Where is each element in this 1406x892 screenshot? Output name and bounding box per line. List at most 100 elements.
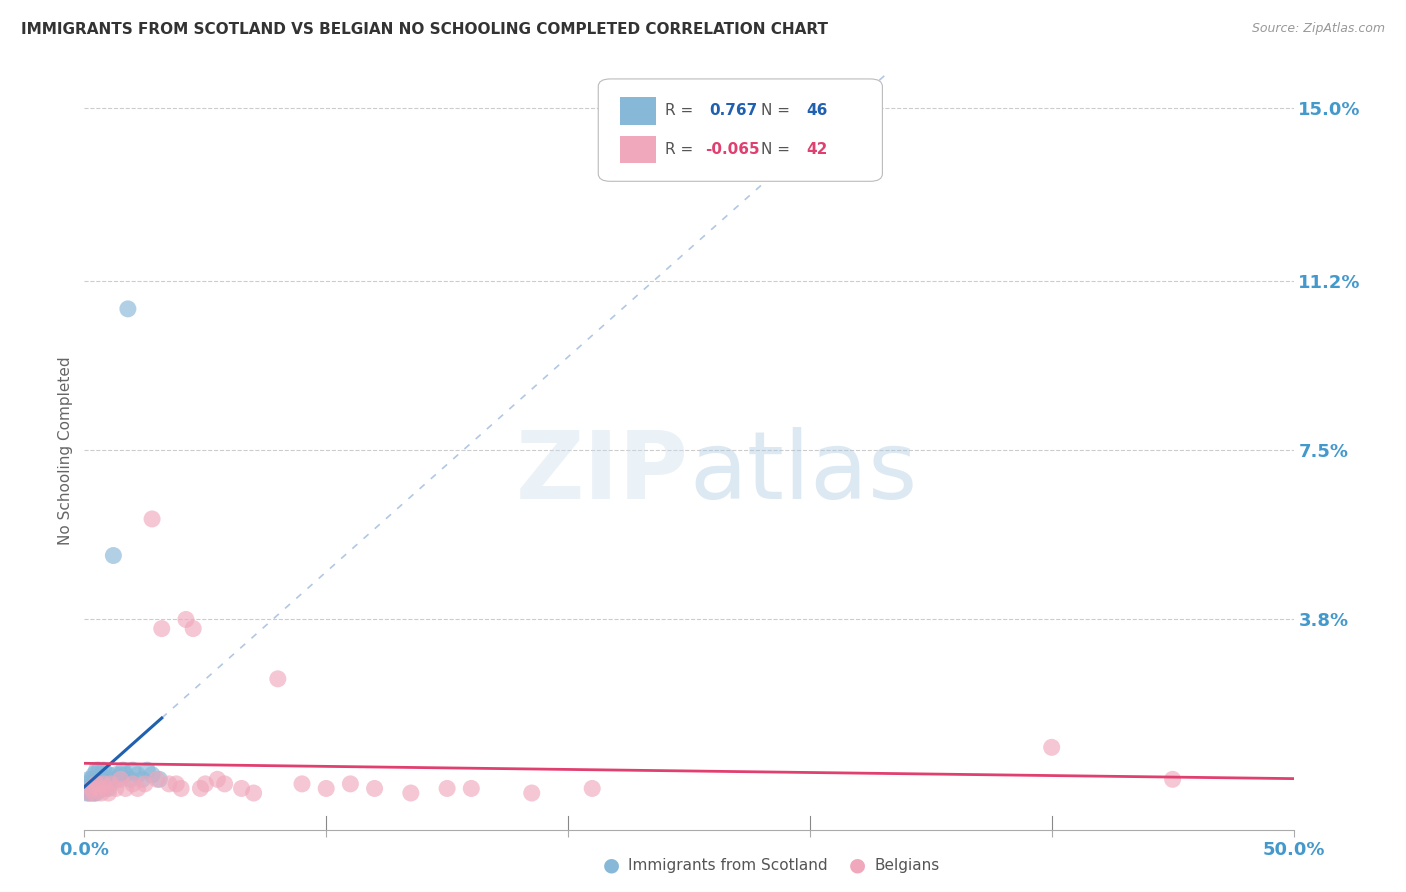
Point: [291, 777, 314, 791]
Point: [136, 763, 159, 777]
Point: [93, 781, 115, 796]
Text: ●: ●: [849, 855, 866, 875]
Text: Immigrants from Scotland: Immigrants from Scotland: [628, 858, 828, 872]
Point: [581, 781, 603, 796]
Point: [194, 777, 217, 791]
Point: [121, 777, 143, 791]
Point: [148, 772, 170, 787]
Point: [165, 777, 187, 791]
Point: [339, 777, 361, 791]
Point: [131, 772, 153, 787]
Point: [87, 777, 110, 791]
Point: [87, 781, 110, 796]
Point: [87, 772, 110, 787]
Point: [86, 786, 108, 800]
Point: [94, 781, 117, 796]
Point: [93, 777, 115, 791]
Text: atlas: atlas: [689, 427, 917, 519]
Point: [315, 781, 337, 796]
Point: [87, 781, 110, 796]
Point: [77, 786, 100, 800]
Point: [1040, 740, 1063, 755]
Point: [207, 772, 229, 787]
Point: [86, 772, 108, 787]
Point: [83, 786, 105, 800]
Point: [107, 772, 129, 787]
Y-axis label: No Schooling Completed: No Schooling Completed: [58, 356, 73, 545]
Point: [190, 781, 212, 796]
Point: [114, 768, 136, 782]
Point: [100, 777, 122, 791]
Point: [146, 772, 169, 787]
Point: [141, 512, 163, 526]
Point: [90, 781, 112, 796]
Point: [86, 781, 108, 796]
Point: [100, 772, 122, 787]
Point: [110, 772, 132, 787]
Point: [214, 777, 236, 791]
Point: [93, 772, 115, 787]
Point: [80, 781, 103, 796]
Point: [90, 768, 112, 782]
Point: [141, 768, 163, 782]
Point: [83, 768, 105, 782]
Text: Source: ZipAtlas.com: Source: ZipAtlas.com: [1251, 22, 1385, 36]
Point: [93, 763, 115, 777]
Point: [157, 777, 180, 791]
Point: [520, 786, 543, 800]
Point: [267, 672, 290, 686]
Text: R =: R =: [665, 142, 693, 157]
Point: [77, 772, 100, 787]
Point: [80, 772, 103, 787]
Point: [104, 781, 127, 796]
Point: [460, 781, 482, 796]
Text: N =: N =: [762, 142, 790, 157]
Point: [121, 763, 143, 777]
Point: [120, 772, 142, 787]
Point: [150, 622, 173, 636]
Point: [97, 781, 120, 796]
Bar: [620, 97, 657, 125]
Point: [94, 777, 117, 791]
Point: [83, 781, 105, 796]
Point: [170, 781, 193, 796]
Point: [80, 777, 103, 791]
Point: [76, 786, 98, 800]
Point: [104, 768, 127, 782]
Point: [242, 786, 264, 800]
Point: [97, 768, 120, 782]
Point: [117, 301, 139, 316]
Point: [112, 763, 135, 777]
Point: [127, 768, 149, 782]
Point: [110, 768, 132, 782]
Text: 42: 42: [806, 142, 828, 157]
Point: [80, 781, 103, 796]
Point: [76, 777, 98, 791]
Point: [363, 781, 385, 796]
Point: [77, 781, 100, 796]
Point: [86, 763, 108, 777]
Text: ZIP: ZIP: [516, 427, 689, 519]
Point: [90, 786, 112, 800]
Bar: [620, 136, 657, 163]
FancyBboxPatch shape: [599, 79, 883, 181]
Point: [114, 781, 136, 796]
Point: [134, 777, 156, 791]
Point: [399, 786, 422, 800]
Point: [80, 786, 103, 800]
Point: [83, 777, 105, 791]
Point: [181, 622, 204, 636]
Text: 0.767: 0.767: [710, 103, 758, 119]
Text: 46: 46: [806, 103, 828, 119]
Point: [1161, 772, 1184, 787]
Point: [436, 781, 458, 796]
Point: [103, 549, 125, 563]
Point: [174, 612, 197, 626]
Point: [127, 781, 149, 796]
Text: R =: R =: [665, 103, 693, 119]
Point: [90, 777, 112, 791]
Point: [86, 777, 108, 791]
Text: -0.065: -0.065: [704, 142, 759, 157]
Point: [87, 763, 110, 777]
Point: [86, 777, 108, 791]
